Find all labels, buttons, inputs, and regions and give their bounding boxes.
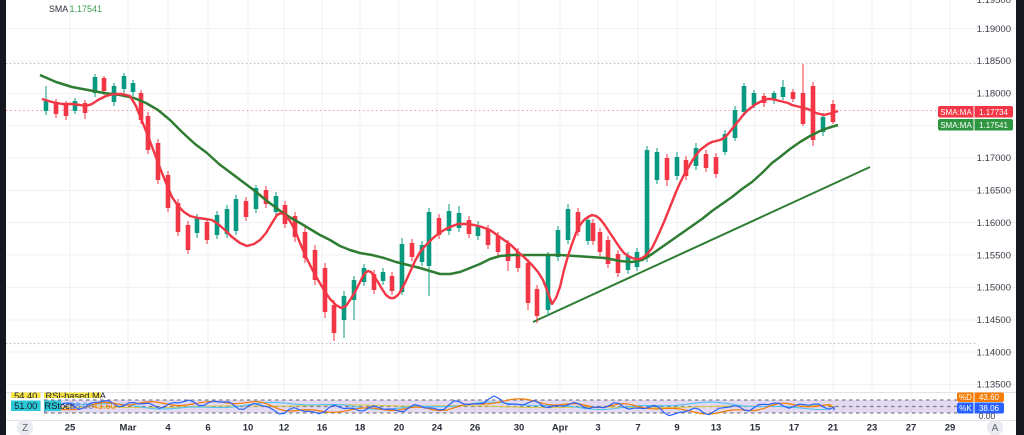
- svg-text:21: 21: [828, 423, 839, 434]
- svg-text:7: 7: [635, 423, 640, 434]
- svg-text:Apr: Apr: [552, 423, 569, 434]
- svg-text:1.15500: 1.15500: [977, 250, 1011, 261]
- svg-text:6: 6: [205, 423, 210, 434]
- svg-text:SMA:MA: SMA:MA: [940, 108, 972, 117]
- svg-text:0.00: 0.00: [979, 411, 996, 421]
- svg-text:4: 4: [165, 423, 171, 434]
- svg-text:24: 24: [432, 423, 443, 434]
- svg-text:1.17000: 1.17000: [977, 153, 1011, 164]
- svg-text:1.14500: 1.14500: [977, 315, 1011, 326]
- svg-text:30: 30: [514, 423, 525, 434]
- svg-text:38.06: 38.06: [70, 401, 93, 411]
- svg-text:1.18500: 1.18500: [977, 56, 1011, 67]
- svg-text:16: 16: [317, 423, 328, 434]
- svg-text:1.17541: 1.17541: [979, 121, 1008, 130]
- svg-text:%K: %K: [959, 404, 972, 413]
- svg-text:29: 29: [945, 423, 956, 434]
- svg-text:10: 10: [243, 423, 254, 434]
- svg-text:9: 9: [674, 423, 679, 434]
- svg-text:1.17541: 1.17541: [70, 4, 103, 14]
- svg-text:1.17734: 1.17734: [979, 108, 1008, 117]
- svg-text:38.06: 38.06: [979, 404, 1000, 413]
- svg-text:13: 13: [711, 423, 722, 434]
- svg-text:23: 23: [867, 423, 878, 434]
- svg-text:SMA:MA: SMA:MA: [940, 121, 972, 130]
- svg-text:RStoch: RStoch: [45, 401, 76, 411]
- svg-text:18: 18: [355, 423, 366, 434]
- svg-text:15: 15: [750, 423, 761, 434]
- svg-text:25: 25: [65, 423, 76, 434]
- svg-text:1.13500: 1.13500: [977, 380, 1011, 391]
- svg-text:43.60: 43.60: [93, 401, 116, 411]
- svg-text:Mar: Mar: [120, 423, 137, 434]
- svg-text:1.15000: 1.15000: [977, 283, 1011, 294]
- svg-text:1.14000: 1.14000: [977, 347, 1011, 358]
- svg-text:12: 12: [279, 423, 290, 434]
- svg-text:43.60: 43.60: [979, 393, 1000, 402]
- svg-text:SMA: SMA: [49, 4, 68, 14]
- svg-text:54.40: 54.40: [14, 391, 37, 401]
- svg-text:A: A: [992, 423, 999, 434]
- svg-text:1.19000: 1.19000: [977, 24, 1011, 35]
- svg-text:1.18000: 1.18000: [977, 89, 1011, 100]
- svg-text:26: 26: [470, 423, 481, 434]
- svg-text:51.00: 51.00: [14, 401, 37, 411]
- svg-text:27: 27: [906, 423, 917, 434]
- svg-text:Z: Z: [22, 423, 28, 434]
- svg-text:1.19500: 1.19500: [977, 0, 1011, 6]
- svg-text:%D: %D: [959, 393, 972, 402]
- svg-text:RSI-based MA: RSI-based MA: [46, 391, 107, 401]
- svg-text:17: 17: [789, 423, 800, 434]
- svg-text:1.16000: 1.16000: [977, 218, 1011, 229]
- svg-text:20: 20: [394, 423, 405, 434]
- svg-text:1.16500: 1.16500: [977, 186, 1011, 197]
- svg-text:3: 3: [595, 423, 600, 434]
